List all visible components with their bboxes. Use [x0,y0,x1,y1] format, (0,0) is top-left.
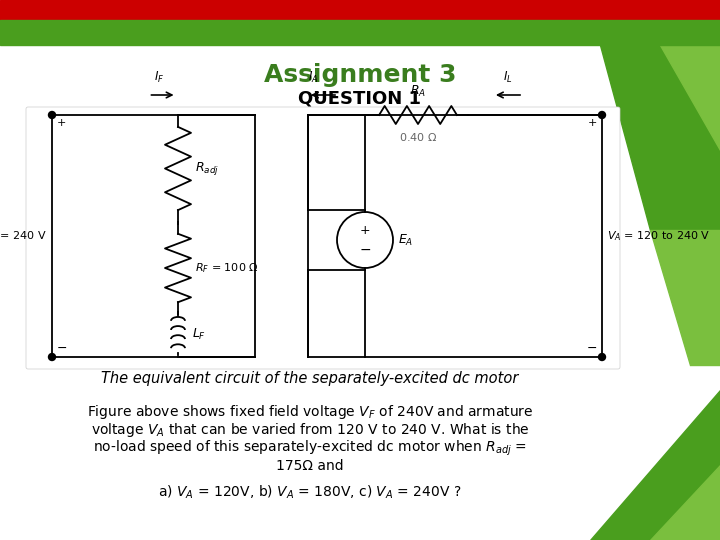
Text: $I_L$: $I_L$ [503,70,513,85]
Polygon shape [590,390,720,540]
Polygon shape [600,45,720,230]
Text: −: − [359,243,371,257]
Text: +: + [57,118,66,128]
Polygon shape [650,465,720,540]
Text: Figure above shows fixed field voltage $V_F$ of 240V and armature: Figure above shows fixed field voltage $… [87,403,534,421]
Text: $R_F$ = 100 $\Omega$: $R_F$ = 100 $\Omega$ [195,261,258,275]
FancyBboxPatch shape [26,107,620,369]
Text: QUESTION 1: QUESTION 1 [299,89,421,107]
Polygon shape [650,230,720,365]
Text: no-load speed of this separately-excited dc motor when $R_{adj}$ =: no-load speed of this separately-excited… [93,438,527,458]
Text: $E_A$: $E_A$ [398,232,413,247]
Circle shape [598,354,606,361]
Circle shape [48,354,55,361]
Polygon shape [660,45,720,150]
Circle shape [598,111,606,118]
Text: +: + [588,118,597,128]
Text: $I_A$: $I_A$ [307,70,318,85]
Text: $L_F$: $L_F$ [192,327,206,342]
Text: The equivalent circuit of the separately-excited dc motor: The equivalent circuit of the separately… [102,370,518,386]
Text: a) $V_A$ = 120V, b) $V_A$ = 180V, c) $V_A$ = 240V ?: a) $V_A$ = 120V, b) $V_A$ = 180V, c) $V_… [158,483,462,501]
Text: −: − [57,342,68,355]
Bar [0,20,720,45]
Text: +: + [360,224,370,237]
Circle shape [48,111,55,118]
Text: −: − [587,342,597,355]
Text: $R_A$: $R_A$ [410,84,426,99]
Text: $V_F$ = 240 V: $V_F$ = 240 V [0,229,47,243]
Text: 175Ω and: 175Ω and [276,459,344,473]
Text: $I_F$: $I_F$ [153,70,164,85]
Text: 0.40 $\Omega$: 0.40 $\Omega$ [399,131,437,143]
Text: Assignment 3: Assignment 3 [264,63,456,87]
Text: $R_{adj}$: $R_{adj}$ [195,160,219,177]
Text: voltage $V_A$ that can be varied from 120 V to 240 V. What is the: voltage $V_A$ that can be varied from 12… [91,421,529,439]
Text: $V_A$ = 120 to 240 V: $V_A$ = 120 to 240 V [607,229,711,243]
Bar [0,0,720,20]
